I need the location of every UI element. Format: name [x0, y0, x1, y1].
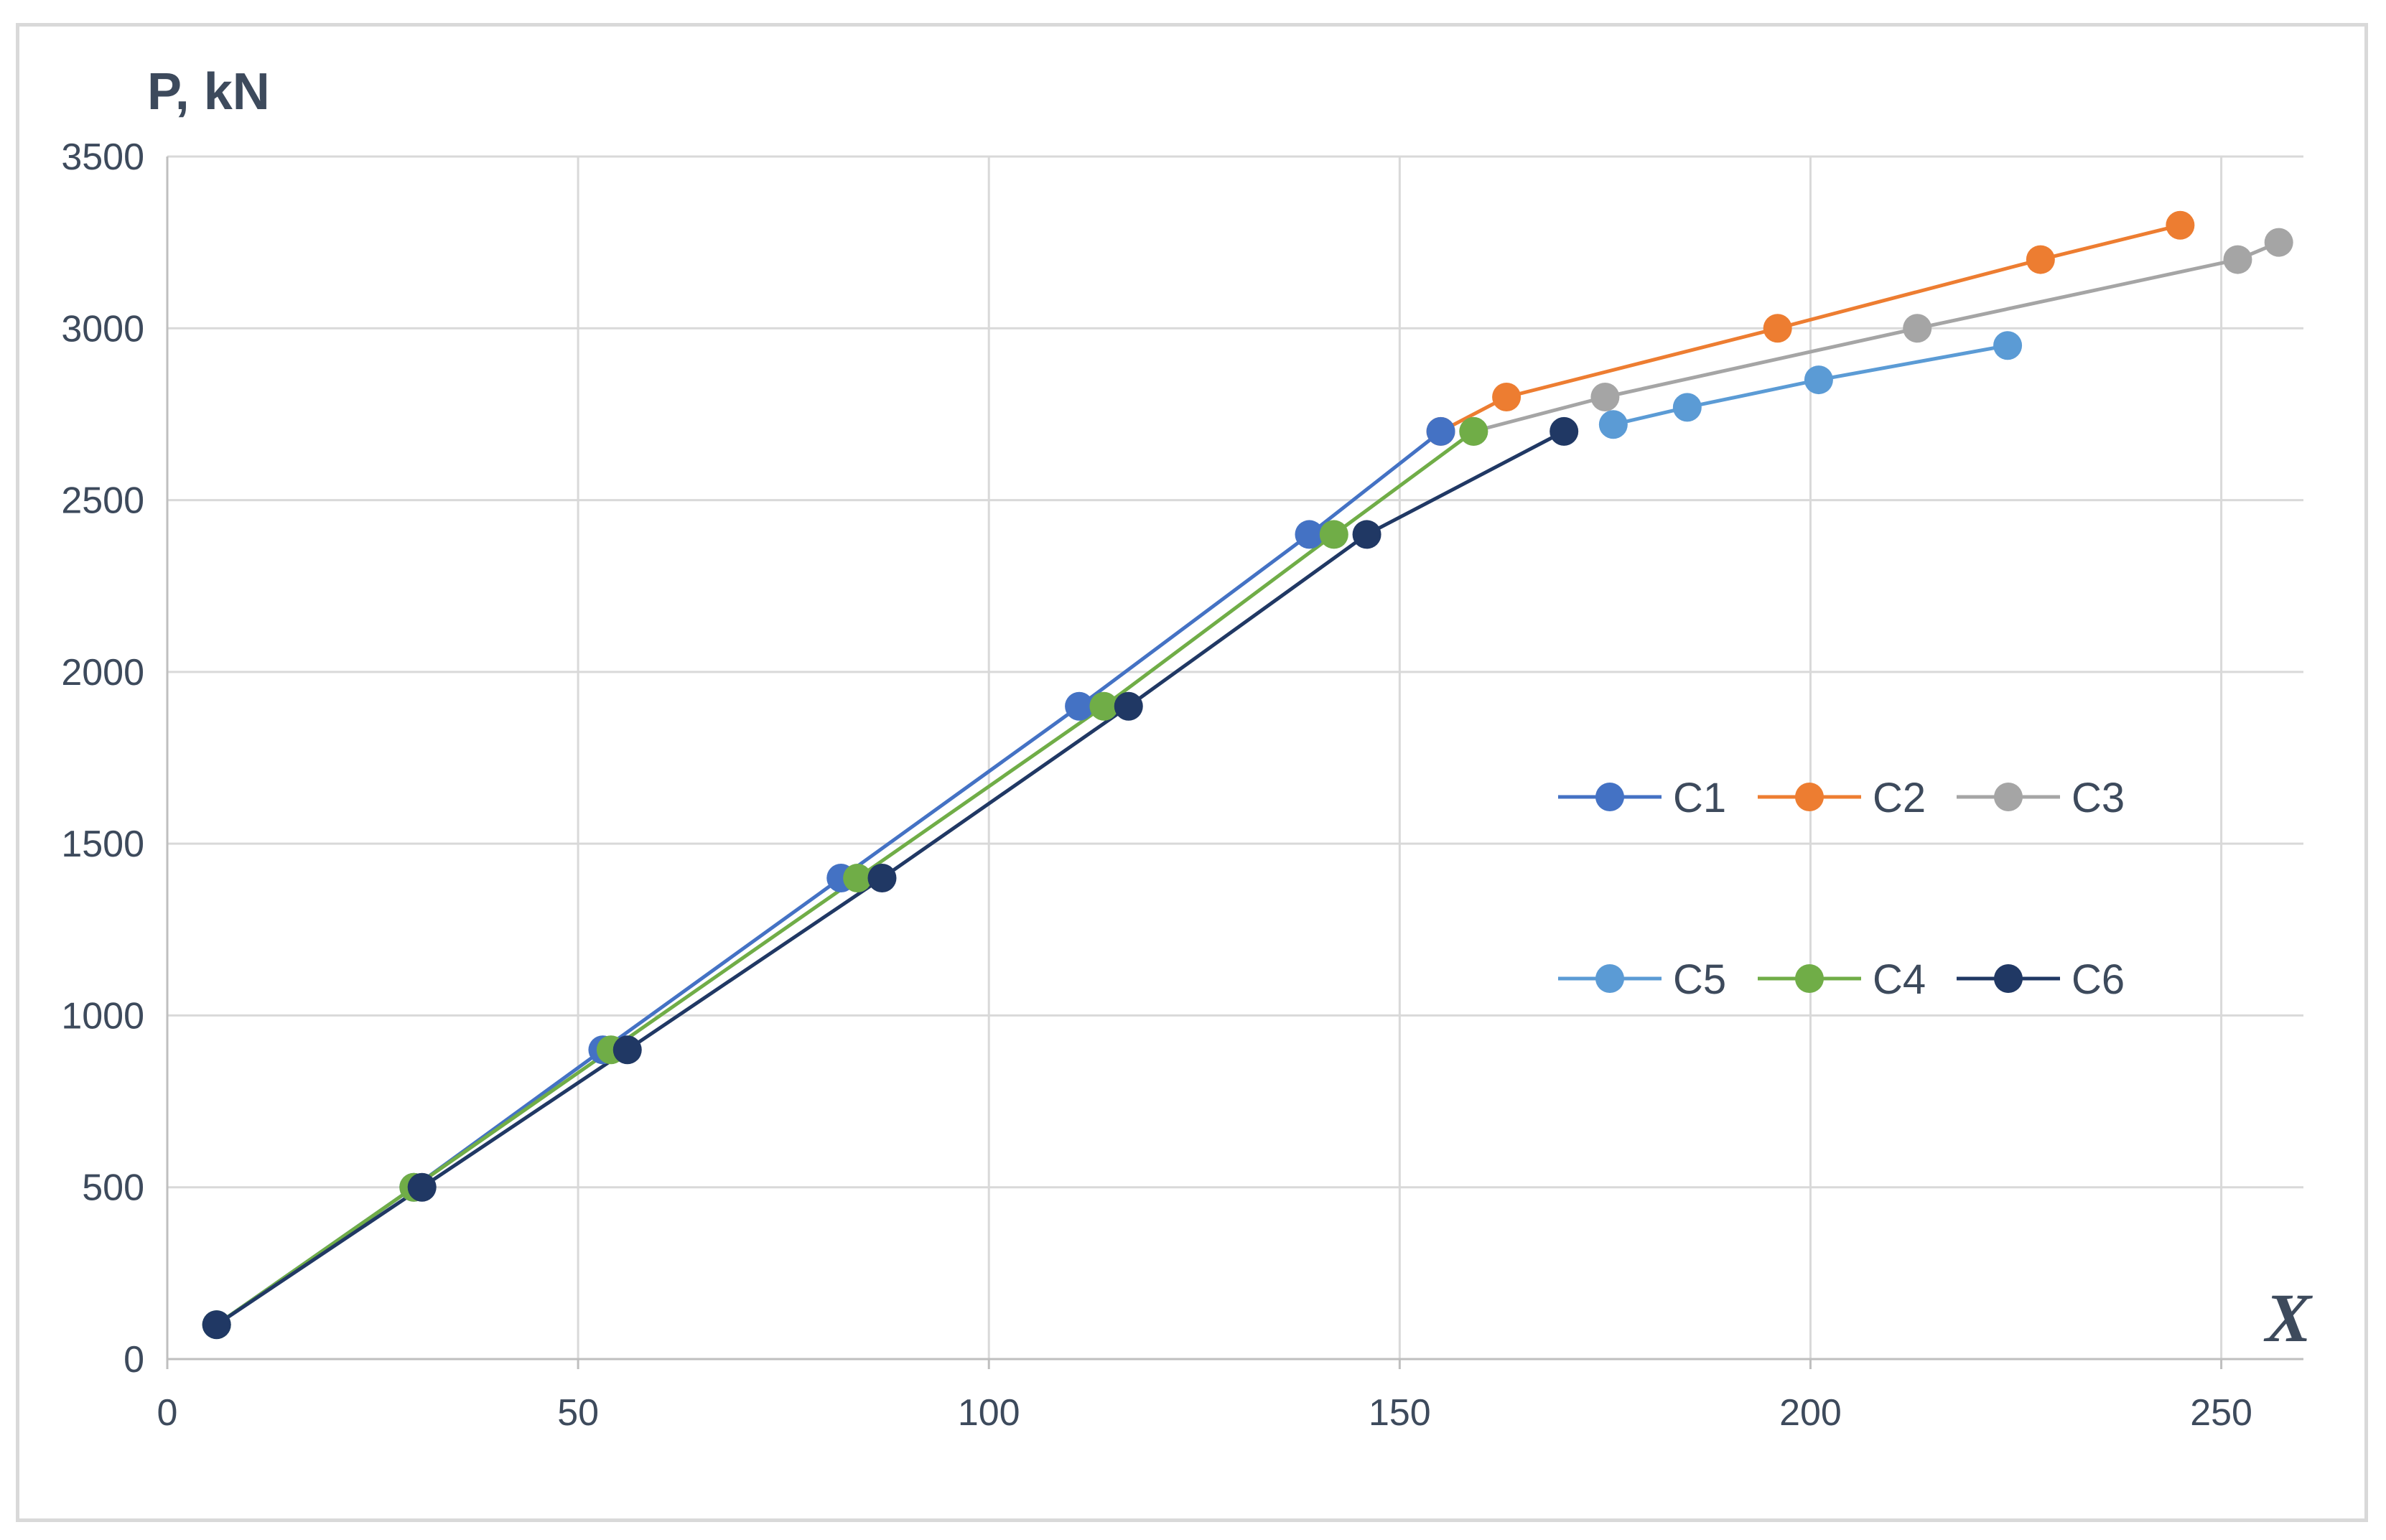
legend-item-c2: C2	[1758, 775, 1926, 821]
data-point-c4	[1089, 691, 1119, 721]
data-point-c4	[1459, 416, 1488, 446]
y-tick-label: 2000	[61, 652, 144, 694]
x-tick-labels: 0 50 100 150 200 250	[157, 1392, 2252, 1434]
data-point-c5	[1598, 410, 1628, 439]
chart-frame	[16, 23, 2368, 1522]
y-axis-label: P, kN	[147, 63, 270, 121]
legend-label: C1	[1673, 775, 1726, 821]
x-tick-label: 150	[1369, 1392, 1431, 1434]
y-tick-labels: 0 500 1000 1500 2000 2500 3000 3500	[61, 136, 144, 1381]
grid-lines	[167, 155, 2303, 1359]
x-axis-label: X	[2263, 1279, 2313, 1356]
legend-item-c3: C3	[1957, 775, 2125, 821]
data-points	[202, 210, 2293, 1340]
data-point-c2	[1492, 383, 1521, 411]
x-tick-label: 50	[557, 1392, 599, 1434]
legend-item-c5: C5	[1558, 956, 1726, 1003]
y-tick-label: 1000	[61, 995, 144, 1037]
data-point-c6	[867, 864, 897, 892]
legend-swatch-marker	[1795, 783, 1824, 811]
legend-item-c6: C6	[1957, 956, 2125, 1003]
data-point-c3	[2264, 228, 2293, 257]
data-point-c6	[1114, 691, 1143, 721]
legend-item-c1: C1	[1558, 775, 1726, 821]
y-tick-label: 3000	[61, 308, 144, 350]
legend-label: C6	[2072, 956, 2125, 1003]
legend: C1 C2 C3 C5 C4 C6	[1558, 775, 2125, 1003]
series-line-c5	[1613, 343, 2008, 426]
legend-label: C4	[1873, 956, 1926, 1003]
data-point-c5	[1804, 365, 1833, 395]
data-point-c3	[1903, 314, 1932, 343]
series-lines	[215, 223, 2280, 1327]
data-point-c5	[1672, 393, 1702, 422]
data-point-c4	[1319, 520, 1348, 549]
data-point-c5	[1993, 331, 2023, 360]
data-point-c3	[1590, 383, 1620, 411]
legend-swatch-marker	[1595, 783, 1624, 811]
data-point-c6	[202, 1310, 231, 1340]
legend-item-c4: C4	[1758, 956, 1926, 1003]
data-point-c6	[612, 1035, 642, 1065]
data-point-c2	[2166, 210, 2195, 240]
data-point-c4	[843, 864, 872, 892]
x-tick-label: 100	[958, 1392, 1020, 1434]
legend-swatch-marker	[1795, 964, 1824, 993]
x-tick-label: 250	[2190, 1392, 2252, 1434]
data-point-c6	[407, 1172, 437, 1202]
data-point-c2	[2026, 245, 2055, 274]
legend-swatch-marker	[1595, 964, 1624, 993]
data-point-c3	[2223, 245, 2252, 274]
data-point-c6	[1549, 416, 1579, 446]
y-tick-label: 0	[124, 1339, 144, 1381]
y-tick-label: 500	[82, 1167, 144, 1209]
legend-label: C5	[1673, 956, 1726, 1003]
legend-swatch-marker	[1994, 783, 2023, 811]
data-point-c2	[1763, 314, 1792, 343]
y-tick-label: 3500	[61, 136, 144, 178]
data-point-c1	[1426, 416, 1455, 446]
y-tick-label: 1500	[61, 823, 144, 865]
axes	[166, 157, 2303, 1369]
legend-label: C3	[2072, 775, 2125, 821]
data-point-c1	[1295, 520, 1324, 549]
legend-swatch-marker	[1994, 964, 2023, 993]
data-point-c1	[1065, 691, 1094, 721]
x-tick-label: 0	[157, 1392, 178, 1434]
y-tick-label: 2500	[61, 480, 144, 522]
legend-label: C2	[1873, 775, 1926, 821]
x-tick-label: 200	[1779, 1392, 1842, 1434]
data-point-c6	[1352, 520, 1381, 549]
